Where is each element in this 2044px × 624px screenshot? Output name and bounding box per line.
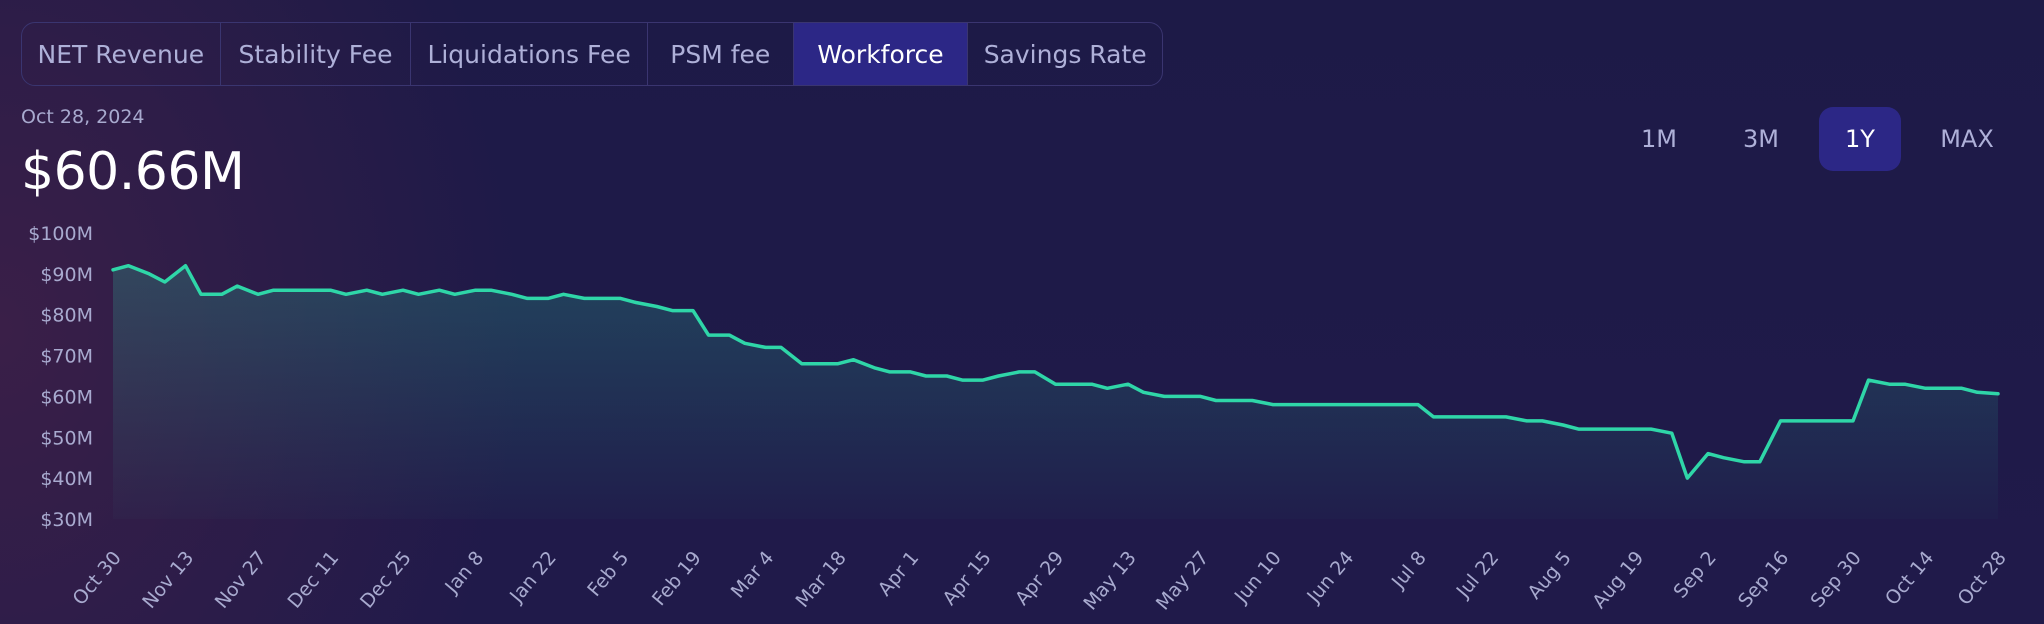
x-tick-label: Nov 27 xyxy=(211,547,271,613)
metric-tabs: NET Revenue Stability Fee Liquidations F… xyxy=(21,22,1163,86)
x-tick-label: Nov 13 xyxy=(138,547,198,613)
area-fill xyxy=(113,265,1998,519)
x-tick-label: Apr 15 xyxy=(938,547,995,609)
x-tick-label: May 27 xyxy=(1152,547,1214,614)
range-max-button[interactable]: MAX xyxy=(1940,125,1994,153)
x-tick-label: Feb 5 xyxy=(583,547,633,601)
selected-value: $60.66M xyxy=(21,142,245,202)
x-axis: Oct 30 Nov 13 Nov 27 Dec 11 Dec 25 Jan 8 Jan 2… xyxy=(68,547,2010,614)
x-tick-label: Jul 8 xyxy=(1387,547,1431,593)
x-tick-label: Sep 30 xyxy=(1807,547,1866,612)
x-tick-label: Jan 8 xyxy=(440,547,488,598)
tab-stability-fee[interactable]: Stability Fee xyxy=(221,23,412,85)
x-tick-label: Oct 30 xyxy=(68,547,125,609)
y-tick-label: $50M xyxy=(40,427,93,449)
x-tick-label: Oct 28 xyxy=(1953,547,2010,609)
x-tick-label: Jun 24 xyxy=(1302,547,1358,608)
tab-savings-rate[interactable]: Savings Rate xyxy=(983,39,1147,69)
tab-liquidations-fee[interactable]: Liquidations Fee xyxy=(411,23,648,85)
x-tick-label: May 13 xyxy=(1079,547,1141,614)
x-tick-label: Mar 18 xyxy=(792,547,851,612)
y-axis: $30M $40M $50M $60M $70M $80M $90M $100M xyxy=(28,223,93,531)
x-tick-label: Aug 5 xyxy=(1523,547,1575,603)
tab-net-revenue[interactable]: NET Revenue xyxy=(22,23,221,85)
range-1y-button[interactable]: 1Y xyxy=(1819,107,1901,171)
x-tick-label: Jun 10 xyxy=(1230,547,1286,608)
selected-date: Oct 28, 2024 xyxy=(21,106,145,128)
x-tick-label: Feb 19 xyxy=(648,547,706,610)
x-tick-label: Apr 1 xyxy=(874,547,924,600)
y-tick-label: $70M xyxy=(40,346,93,368)
x-tick-label: Aug 19 xyxy=(1588,547,1648,613)
x-tick-label: Jan 22 xyxy=(505,547,561,607)
y-tick-label: $90M xyxy=(40,264,93,286)
x-tick-label: Sep 16 xyxy=(1734,547,1793,612)
y-tick-label: $80M xyxy=(40,305,93,327)
x-tick-label: Sep 2 xyxy=(1669,547,1721,602)
y-tick-label: $100M xyxy=(28,223,93,245)
series-line xyxy=(111,263,2000,480)
y-tick-label: $60M xyxy=(40,386,93,408)
y-tick-label: $30M xyxy=(40,509,93,531)
range-1m-button[interactable]: 1M xyxy=(1641,125,1677,153)
x-tick-label: Jul 22 xyxy=(1452,547,1504,603)
x-tick-label: Oct 14 xyxy=(1881,547,1938,609)
x-tick-label: Dec 11 xyxy=(283,547,343,612)
y-tick-label: $40M xyxy=(40,468,93,490)
x-tick-label: Mar 4 xyxy=(727,547,779,602)
x-tick-label: Dec 25 xyxy=(356,547,416,612)
range-3m-button[interactable]: 3M xyxy=(1743,125,1779,153)
x-tick-label: Apr 29 xyxy=(1011,547,1068,609)
tab-workforce[interactable]: Workforce xyxy=(793,23,969,85)
tab-psm-fee[interactable]: PSM fee xyxy=(648,23,794,85)
